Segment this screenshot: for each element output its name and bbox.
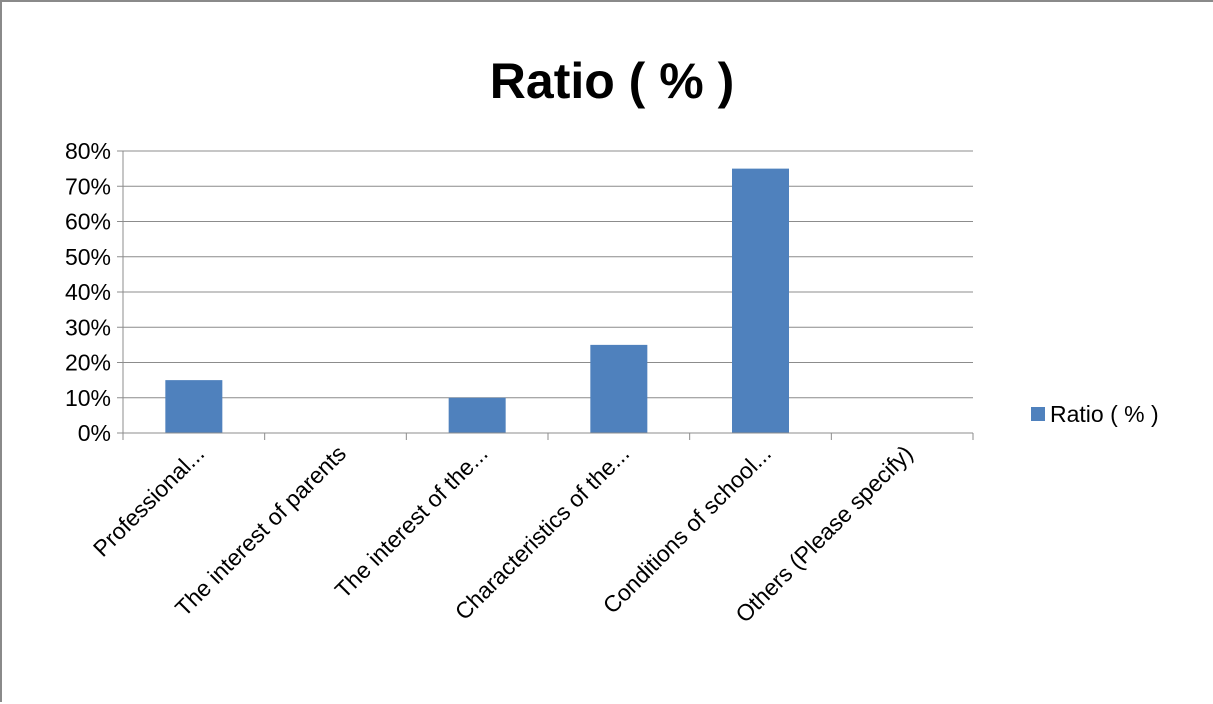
- gridlines: [117, 150, 973, 434]
- legend: Ratio ( % ): [1031, 401, 1159, 427]
- y-axis-tick-labels: 0% 10% 20% 30% 40% 50% 60% 70% 80%: [65, 138, 111, 446]
- bar: [165, 380, 223, 433]
- x-tick-label: Professional...: [88, 440, 209, 561]
- y-tick-label: 80%: [65, 138, 111, 164]
- y-tick-label: 50%: [65, 244, 111, 270]
- y-tick-label: 20%: [65, 350, 111, 376]
- x-axis-tick-labels: Professional...The interest of parentsTh…: [88, 440, 918, 627]
- bar: [448, 397, 506, 433]
- x-tick-label: The interest of the...: [330, 440, 493, 603]
- y-tick-label: 60%: [65, 209, 111, 235]
- y-tick-label: 30%: [65, 314, 111, 340]
- y-tick-label: 40%: [65, 279, 111, 305]
- y-tick-label: 10%: [65, 385, 111, 411]
- legend-swatch: [1031, 407, 1045, 421]
- y-tick-label: 70%: [65, 173, 111, 199]
- bars: [165, 168, 789, 433]
- bar: [732, 168, 789, 433]
- legend-label: Ratio ( % ): [1050, 401, 1159, 427]
- axes: [122, 151, 974, 440]
- bar: [590, 344, 648, 433]
- y-tick-label: 0%: [78, 420, 111, 446]
- chart-title: Ratio ( % ): [490, 53, 734, 109]
